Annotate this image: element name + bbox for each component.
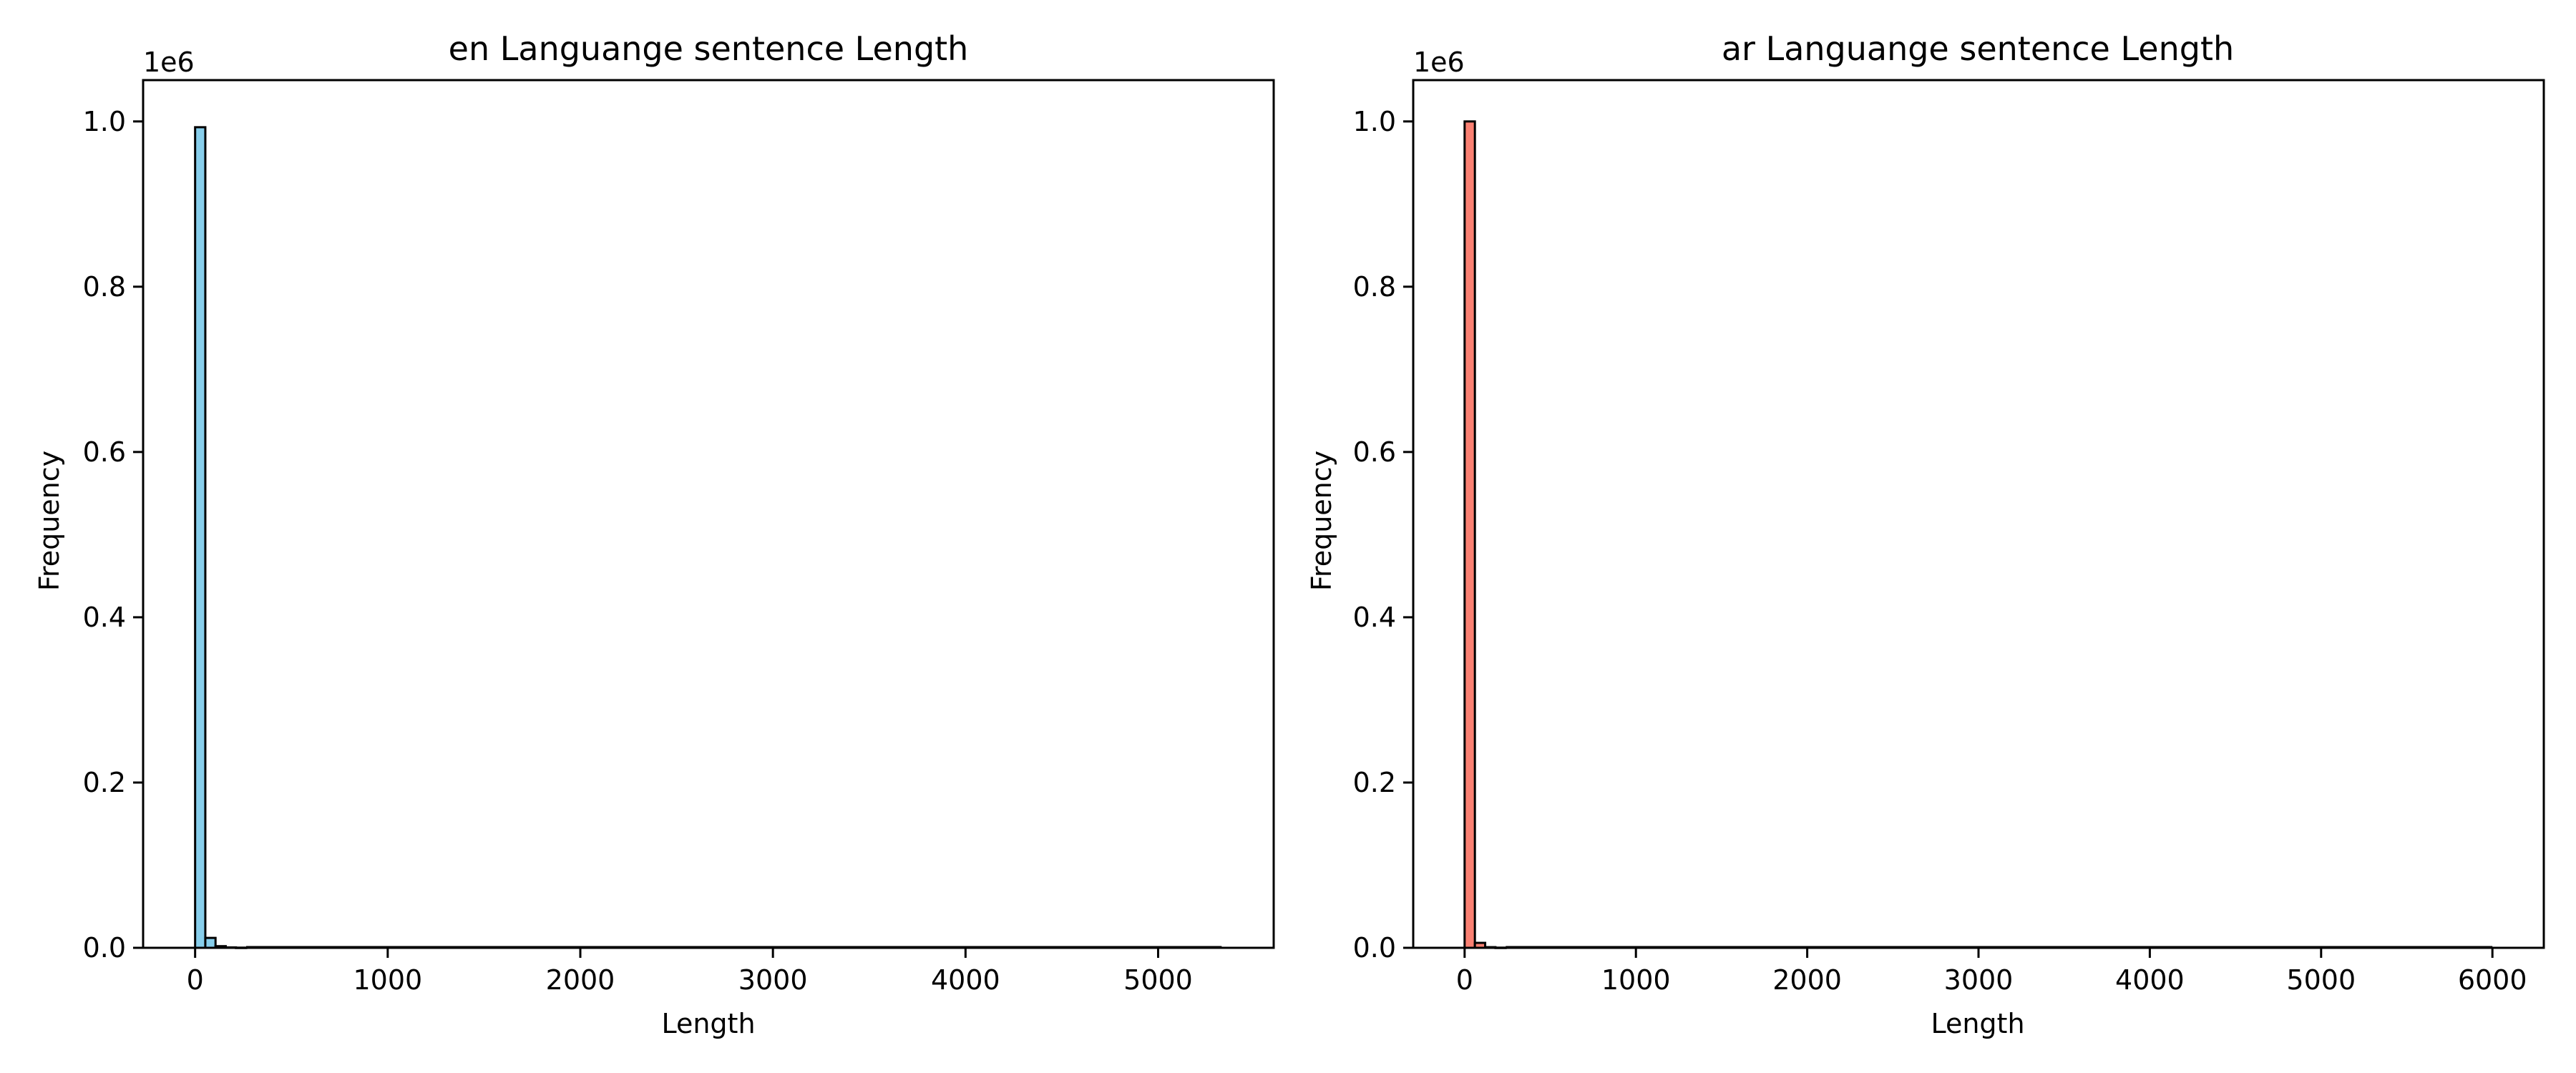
chart-title: ar Languange sentence Length [1722, 29, 2234, 68]
y-tick-label: 0.0 [1353, 932, 1396, 964]
histogram-bar [194, 126, 207, 949]
plot-area-frame [142, 79, 1275, 949]
x-tick-label: 2000 [546, 964, 615, 996]
axis-ticks: 0 1000 2000 3000 4000 5000 0.0 0.2 0.4 0.6 0.8 1.0 [83, 106, 1193, 996]
y-tick-label: 0.6 [83, 436, 126, 468]
ar-histogram-chart: ar Languange sentence Length 1e6 Frequen… [1306, 29, 2545, 1039]
y-offset-label: 1e6 [143, 46, 195, 78]
x-tick-label: 0 [1456, 964, 1473, 996]
y-tick-label: 0.4 [1353, 602, 1396, 633]
x-tick-label: 6000 [2458, 964, 2527, 996]
y-tick-label: 1.0 [1353, 106, 1396, 137]
x-tick-label: 5000 [2286, 964, 2356, 996]
y-tick-label: 0.6 [1353, 436, 1396, 468]
histogram-bar [204, 936, 217, 949]
y-tick-label: 0.2 [1353, 767, 1396, 798]
x-tick-label: 1000 [1601, 964, 1671, 996]
x-tick-label: 3000 [1944, 964, 2014, 996]
x-tick-label: 1000 [353, 964, 422, 996]
x-tick-label: 3000 [738, 964, 808, 996]
y-tick-label: 0.2 [83, 767, 126, 798]
en-histogram-chart: en Languange sentence Length 1e6 Frequen… [34, 29, 1275, 1039]
y-tick-label: 0.4 [83, 602, 126, 633]
y-tick-label: 1.0 [83, 106, 126, 137]
x-tick-label: 4000 [2115, 964, 2185, 996]
y-offset-label: 1e6 [1413, 46, 1465, 78]
y-tick-label: 0.8 [83, 271, 126, 303]
x-tick-label: 0 [187, 964, 204, 996]
x-tick-label: 2000 [1772, 964, 1842, 996]
x-axis-label: Length [661, 1008, 755, 1039]
y-tick-label: 0.0 [83, 932, 126, 964]
plot-area-frame [1412, 79, 2545, 949]
y-tick-label: 0.8 [1353, 271, 1396, 303]
y-axis-label: Frequency [1306, 451, 1337, 591]
chart-title: en Languange sentence Length [449, 29, 969, 68]
x-tick-label: 4000 [931, 964, 1000, 996]
x-axis-label: Length [1931, 1008, 2024, 1039]
axis-ticks: 0 1000 2000 3000 4000 5000 6000 0.0 0.2 0.4 0.6 0.8… [1353, 106, 2527, 996]
y-axis-label: Frequency [34, 451, 65, 591]
histogram-bar [1463, 120, 1476, 949]
x-tick-label: 5000 [1123, 964, 1193, 996]
